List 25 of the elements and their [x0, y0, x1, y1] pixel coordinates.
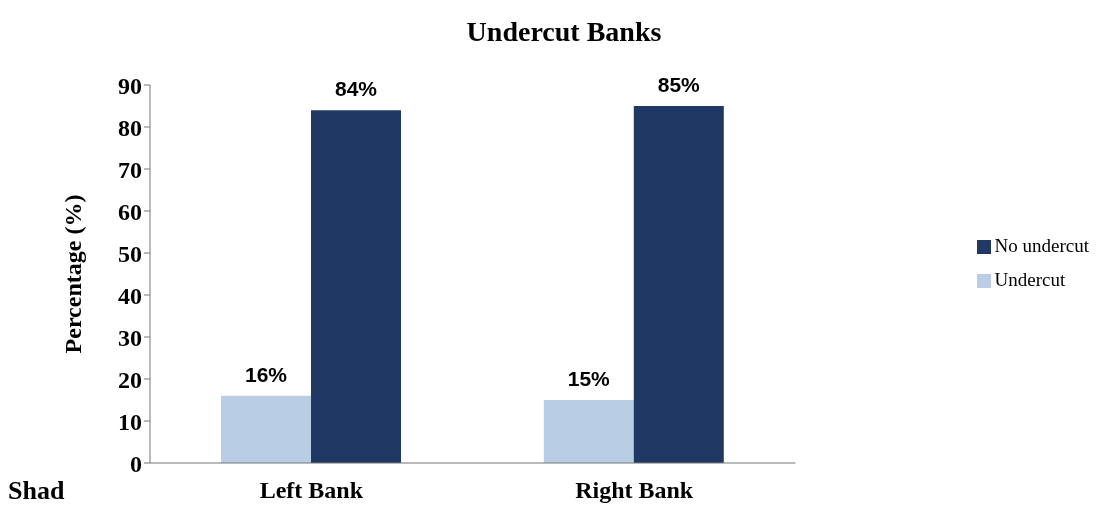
y-tick-label: 90	[118, 72, 142, 99]
x-tick-label: Right Bank	[575, 477, 694, 504]
text: Shad	[8, 476, 65, 506]
legend-label: Undercut	[994, 268, 1066, 290]
y-tick-label: 70	[118, 156, 142, 183]
bar	[543, 400, 634, 463]
y-tick-label: 60	[118, 198, 142, 225]
y-tick-label: 30	[118, 324, 142, 351]
data-label: 84%	[334, 77, 378, 101]
y-axis-title: Percentage (%)	[59, 194, 86, 354]
y-tick-label: 10	[118, 408, 142, 435]
chart-title: Undercut Banks	[465, 16, 663, 48]
y-tick-label: 40	[118, 282, 142, 309]
data-label: 16%	[244, 362, 288, 386]
data-label: 85%	[657, 73, 701, 96]
y-tick-label: 0	[130, 450, 142, 477]
y-tick-label: 80	[118, 114, 142, 141]
bar	[221, 395, 312, 463]
y-tick-label: 50	[118, 240, 142, 267]
bar	[633, 106, 724, 463]
bar	[311, 110, 402, 463]
data-label: 15%	[567, 367, 611, 390]
x-tick-label: Left Bank	[259, 477, 364, 504]
y-tick-label: 20	[118, 366, 142, 393]
legend-label: No undercut	[994, 234, 1089, 256]
